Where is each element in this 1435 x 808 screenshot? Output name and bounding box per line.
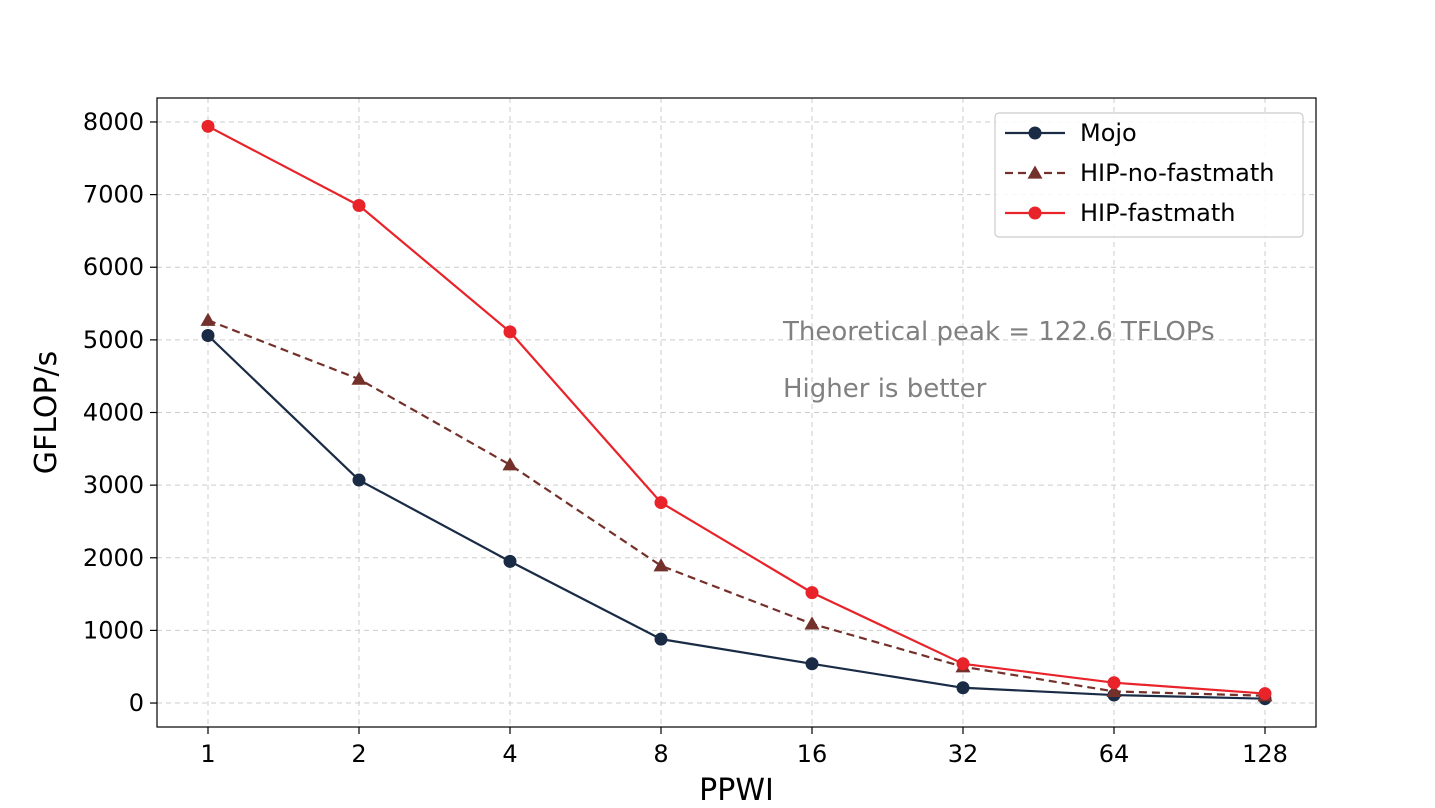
y-tick-label: 4000 [83,399,144,427]
data-point-hip-no-fastmath [653,558,669,572]
data-point-legend-mojo [1028,126,1042,140]
data-point-legend-hip-fastmath [1028,206,1042,220]
data-point-hip-fastmath [1258,687,1272,701]
data-point-hip-fastmath [805,586,819,600]
data-point-hip-fastmath [201,119,215,133]
data-point-hip-fastmath [352,198,366,212]
data-point-hip-no-fastmath [351,371,367,385]
axis-labels: PPWI GFLOP/s [29,351,774,808]
y-tick-label: 3000 [83,471,144,499]
series-line-hip-no-fastmath [207,319,1266,697]
ticks: 0 1000 2000 3000 4000 5000 6000 7000 8000 1 2 4 8 16 3… [83,108,1288,768]
y-tick-label: 2000 [83,544,144,572]
x-tick-label: 1 [200,740,215,768]
annotations: Theoretical peak = 122.6 TFLOPs Higher i… [782,317,1215,404]
legend-entry-hip-fastmath: HIP-fastmath [1005,199,1236,227]
data-point-mojo [654,632,668,646]
series-mojo [201,329,1272,706]
legend-entry-hip-no-fastmath: HIP-no-fastmath [1005,159,1275,187]
data-point-mojo [201,329,215,343]
annotation-theoretical-peak: Theoretical peak = 122.6 TFLOPs [782,317,1215,347]
data-point-hip-no-fastmath [200,312,216,326]
y-tick-label: 6000 [83,253,144,281]
legend-label-hip-fastmath: HIP-fastmath [1080,199,1236,227]
data-point-mojo [352,473,366,487]
x-tick-label: 8 [653,740,668,768]
series-line-hip-fastmath [207,125,1266,695]
data-point-mojo [503,554,517,568]
legend: Mojo HIP-no-fastmath HIP-fastmath [994,112,1304,238]
data-point-hip-fastmath [503,325,517,339]
y-axis-label: GFLOP/s [29,351,64,475]
annotation-higher-is-better: Higher is better [783,374,987,404]
data-point-hip-fastmath [956,657,970,671]
x-tick-label: 32 [948,740,979,768]
y-tick-label: 1000 [83,616,144,644]
y-tick-label: 5000 [83,326,144,354]
x-tick-label: 16 [797,740,828,768]
series-hip-fastmath [201,119,1272,701]
series-hip-no-fastmath [200,312,1273,702]
x-tick-label: 4 [502,740,517,768]
data-point-mojo [805,657,819,671]
data-point-hip-fastmath [654,496,668,510]
legend-label-hip-no-fastmath: HIP-no-fastmath [1080,159,1275,187]
grid [157,98,1316,727]
x-axis-label: PPWI [699,773,774,808]
legend-box [994,112,1304,238]
series-line-mojo [207,334,1266,700]
data-point-hip-no-fastmath [502,457,518,471]
y-tick-label: 8000 [83,108,144,136]
x-tick-label: 128 [1242,740,1288,768]
x-tick-label: 64 [1099,740,1130,768]
legend-label-mojo: Mojo [1080,119,1137,147]
y-tick-label: 0 [129,689,144,717]
legend-entry-mojo: Mojo [1005,119,1137,147]
series-layer [200,119,1273,706]
data-point-hip-no-fastmath [804,616,820,630]
x-tick-label: 2 [351,740,366,768]
y-tick-label: 7000 [83,181,144,209]
data-point-legend-hip-no-fastmath [1027,165,1043,179]
data-point-hip-fastmath [1107,676,1121,690]
data-point-hip-no-fastmath [1106,683,1122,698]
data-point-mojo [956,681,970,695]
